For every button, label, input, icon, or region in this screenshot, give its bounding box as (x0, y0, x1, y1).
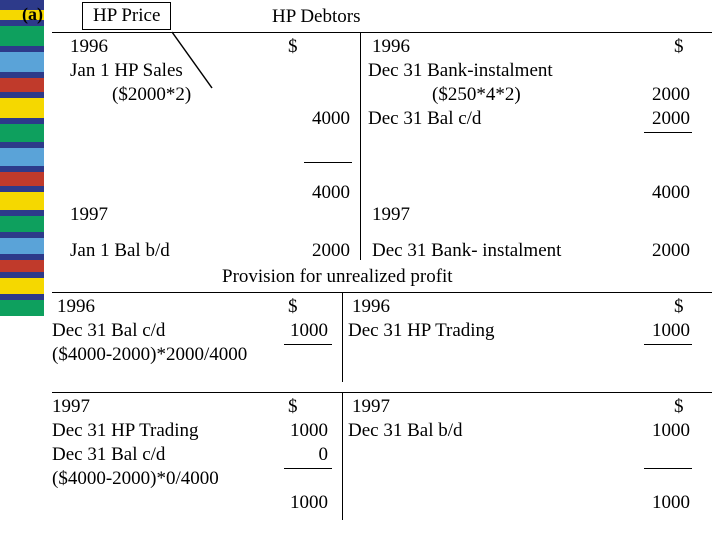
l3-line1-left: Dec 31 HP Trading (52, 420, 199, 442)
dollar-right: $ (674, 36, 684, 58)
dollar-left: $ (288, 36, 298, 58)
l3-total-right: 1000 (642, 492, 690, 514)
l3-total-left: 1000 (280, 492, 328, 514)
hp-debtors-title: HP Debtors (272, 6, 361, 28)
section-label: (a) (22, 4, 43, 25)
bal-amount-left: 2000 (302, 240, 350, 262)
bal-left: Jan 1 Bal b/d (70, 240, 170, 262)
l3-amount1-left: 1000 (280, 420, 328, 442)
l3-line1-right: Dec 31 Bal b/d (348, 420, 463, 442)
hp-price-box: HP Price (82, 2, 171, 30)
amount1-right: 2000 (642, 84, 690, 106)
year2-left: 1997 (70, 204, 108, 226)
amount1-left: 4000 (302, 108, 350, 130)
l3-dollar-right: $ (674, 396, 684, 418)
l2-dollar-left: $ (288, 296, 298, 318)
l2-dollar-right: $ (674, 296, 684, 318)
l2-year-left: 1996 (57, 296, 95, 318)
year-right: 1996 (372, 36, 410, 58)
l2-amount1-left: 1000 (280, 320, 328, 342)
l2-line1-right: Dec 31 HP Trading (348, 320, 495, 342)
bal-right: Dec 31 Bank- instalment (372, 240, 561, 262)
l3-dollar-left: $ (288, 396, 298, 418)
decorative-stripes (0, 0, 44, 540)
line2-left: ($2000*2) (112, 84, 191, 106)
amount2-right: 2000 (642, 108, 690, 130)
total-right: 4000 (642, 182, 690, 204)
l2-line2-left: ($4000-2000)*2000/4000 (52, 344, 247, 366)
l3-amount1-right: 1000 (642, 420, 690, 442)
l2-line1-left: Dec 31 Bal c/d (52, 320, 165, 342)
line1-left: Jan 1 HP Sales (70, 60, 183, 82)
bal-amount-right: 2000 (642, 240, 690, 262)
line3-right: Dec 31 Bal c/d (368, 108, 481, 130)
l2-year-right: 1996 (352, 296, 390, 318)
l2-amount1-right: 1000 (642, 320, 690, 342)
year2-right: 1997 (372, 204, 410, 226)
total-left: 4000 (302, 182, 350, 204)
l3-line2-left: Dec 31 Bal c/d (52, 444, 165, 466)
l3-year-left: 1997 (52, 396, 90, 418)
line1-right: Dec 31 Bank-instalment (368, 60, 553, 82)
l3-line3-left: ($4000-2000)*0/4000 (52, 468, 219, 490)
line2-right: ($250*4*2) (432, 84, 521, 106)
year-left: 1996 (70, 36, 108, 58)
l3-year-right: 1997 (352, 396, 390, 418)
provision-title: Provision for unrealized profit (222, 266, 453, 288)
l3-amount2-left: 0 (280, 444, 328, 466)
